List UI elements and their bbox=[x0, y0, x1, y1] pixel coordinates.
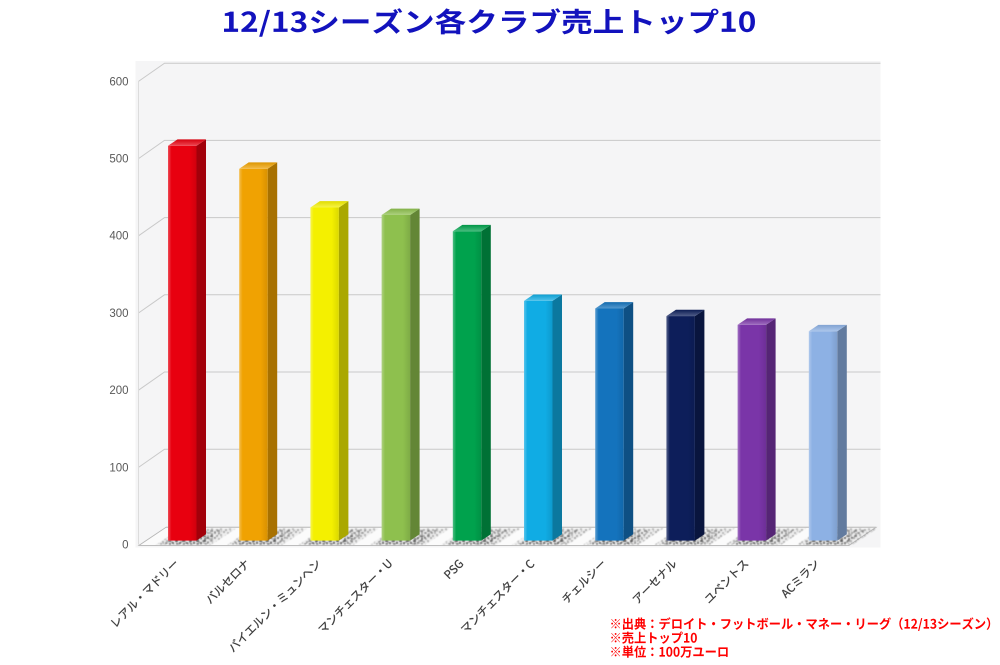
svg-text:300: 300 bbox=[109, 308, 128, 320]
svg-text:0: 0 bbox=[122, 540, 128, 552]
svg-text:200: 200 bbox=[109, 385, 128, 397]
svg-text:400: 400 bbox=[109, 231, 128, 243]
svg-text:500: 500 bbox=[109, 154, 128, 166]
svg-text:600: 600 bbox=[109, 76, 128, 88]
svg-text:100: 100 bbox=[109, 462, 128, 474]
